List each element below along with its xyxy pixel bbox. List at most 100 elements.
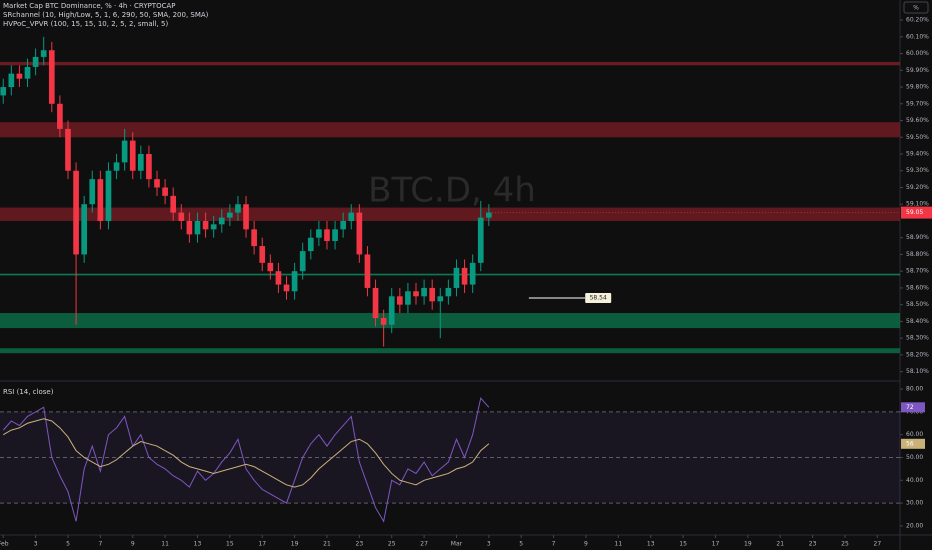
x-tick-label: 3 (487, 541, 491, 548)
indicator-label: HVPoC_VPVR (100, 15, 15, 10, 2, 5, 2, sm… (3, 20, 168, 28)
candle-body (477, 217, 484, 263)
candle-body (40, 50, 47, 57)
x-tick-label: 23 (809, 541, 817, 548)
candle-body (486, 212, 492, 218)
x-tick-label: 15 (679, 541, 687, 548)
candle-body (453, 267, 460, 288)
last-price-label: 59.05 (906, 209, 923, 216)
y-tick-label: 60.10% (906, 33, 929, 40)
rsi-title: RSI (14, close) (3, 388, 54, 396)
x-tick-label: Mar (451, 541, 463, 548)
x-tick-label: 17 (712, 541, 720, 548)
x-tick-label: 11 (615, 541, 623, 548)
candle-body (267, 262, 274, 272)
candle-body (121, 140, 128, 163)
candle-body (170, 195, 177, 213)
annotation-box (585, 292, 612, 303)
candle-body (316, 229, 322, 238)
sr-zone (0, 313, 900, 329)
sr-zone (0, 122, 900, 138)
candle-body (348, 212, 355, 221)
candle-body (210, 224, 217, 230)
x-tick-label: 27 (874, 541, 882, 548)
candle-body (178, 212, 185, 221)
candle-body (356, 212, 363, 255)
candle-body (0, 87, 7, 96)
candle-body (413, 291, 419, 297)
candle-body (251, 229, 257, 247)
candle-body (307, 237, 314, 252)
y-tick-label: 58.20% (906, 351, 929, 358)
y-tick-label: 59.60% (906, 117, 929, 124)
x-tick-label: 17 (258, 541, 266, 548)
candle-body (243, 204, 249, 230)
y-tick-label: 30.00 (906, 500, 923, 507)
candle-body (16, 73, 23, 79)
candle-body (437, 296, 444, 302)
candle-body (8, 73, 15, 88)
x-tick-label: 19 (744, 541, 752, 548)
candle-body (32, 56, 39, 67)
y-tick-label: 59.40% (906, 151, 929, 158)
candle-body (194, 220, 201, 235)
y-tick-label: 58.90% (906, 234, 929, 241)
y-tick-label: 20.00 (906, 522, 923, 529)
rsi-line (2, 418, 490, 488)
y-tick-label: 59.30% (906, 167, 929, 174)
unit-badge[interactable] (903, 1, 929, 14)
y-tick-label: 59.80% (906, 84, 929, 91)
candle-body (372, 287, 379, 319)
y-tick-label: 58.80% (906, 251, 929, 258)
candle-body (218, 217, 225, 225)
candle-body (227, 212, 233, 218)
x-tick-label: 11 (161, 541, 169, 548)
x-tick-label: 25 (388, 541, 396, 548)
y-tick-label: 60.20% (906, 17, 929, 24)
indicator-label: SRchannel (10, High/Low, 5, 1, 6, 290, 5… (3, 11, 209, 19)
y-tick-label: 58.30% (906, 335, 929, 342)
y-tick-label: 58.70% (906, 268, 929, 275)
candle-body (291, 271, 298, 292)
candle-body (396, 296, 403, 305)
candle-body (299, 251, 306, 272)
candle-body (129, 140, 136, 171)
x-tick-label: 7 (98, 541, 102, 548)
candle-body (105, 170, 112, 221)
y-tick-label: 59.90% (906, 67, 929, 74)
candle-body (469, 262, 476, 285)
candle-body (48, 50, 55, 104)
sr-zone (0, 207, 900, 221)
candle-body (332, 229, 338, 242)
chart-title: Market Cap BTC Dominance, % · 4h · CRYPT… (3, 2, 176, 10)
candle-body (283, 284, 290, 292)
x-tick-label: 25 (841, 541, 849, 548)
candle-body (73, 170, 79, 255)
x-tick-label: 5 (519, 541, 523, 548)
x-tick-label: 23 (356, 541, 364, 548)
y-tick-label: 58.40% (906, 318, 929, 325)
candle-body (380, 318, 387, 325)
y-tick-label: 58.10% (906, 368, 929, 375)
x-tick-label: 15 (226, 541, 234, 548)
x-tick-label: 7 (552, 541, 556, 548)
x-tick-label: 3 (34, 541, 38, 548)
candle-body (162, 187, 168, 196)
rsi-line (2, 397, 490, 523)
x-tick-label: 19 (291, 541, 299, 548)
y-tick-label: 59.50% (906, 134, 929, 141)
candle-body (461, 267, 468, 285)
y-tick-label: 58.50% (906, 301, 929, 308)
y-tick-label: 59.10% (906, 201, 929, 208)
unit-badge-label: % (913, 5, 919, 12)
candle-body (405, 291, 411, 305)
candle-body (259, 246, 266, 263)
x-tick-label: 5 (66, 541, 70, 548)
candle-body (154, 179, 160, 188)
candle-body (81, 204, 88, 255)
y-tick-label: 40.00 (906, 477, 923, 484)
candle-body (24, 66, 31, 79)
y-tick-label: 58.60% (906, 284, 929, 291)
y-tick-label: 59.70% (906, 100, 929, 107)
x-tick-label: 13 (194, 541, 202, 548)
